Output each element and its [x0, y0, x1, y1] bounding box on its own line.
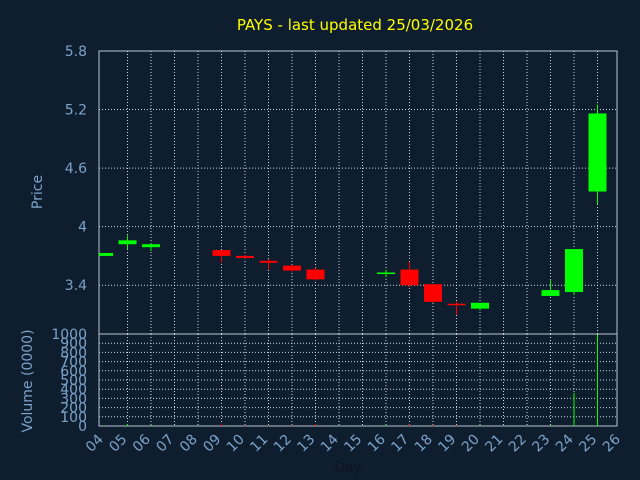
candle-body: [212, 250, 231, 256]
candle-body: [424, 284, 442, 302]
volume-grid: [99, 334, 617, 426]
volume-y-tick-label: 700: [60, 355, 87, 371]
chart-title: PAYS - last updated 25/03/2026: [237, 16, 473, 34]
price-y-tick-label: 5.8: [65, 44, 87, 60]
candle-19: [447, 301, 466, 315]
candle-body: [306, 269, 325, 280]
candle-body: [447, 303, 466, 306]
candle-body: [236, 255, 254, 258]
candle-body: [142, 244, 160, 248]
candle-04: [99, 253, 113, 256]
volume-y-tick-label: 600: [60, 364, 87, 380]
volume-y-tick-label: 300: [60, 391, 87, 407]
candle-18: [424, 284, 442, 303]
candle-body: [283, 265, 301, 271]
price-y-ticks: 5.8 5.2 4.6 4 3.4: [65, 44, 87, 294]
x-ticks: 04 05 06 07 08 09 10 11 12 13 14 15 16 17 18 19 20 21 22 23…: [83, 431, 624, 455]
candle-body: [377, 272, 395, 275]
volume-y-tick-label: 1000: [51, 327, 87, 343]
candle-body: [588, 113, 607, 192]
volume-axis-label: Volume (0000): [20, 329, 36, 432]
volume-y-tick-label: 200: [60, 401, 87, 417]
candle-16: [377, 269, 395, 278]
candle-body: [541, 290, 560, 296]
volume-y-tick-label: 0: [78, 419, 87, 435]
candle-12: [283, 264, 301, 272]
candle-06: [142, 243, 160, 252]
candle-body: [471, 302, 489, 309]
price-axis-label: Price: [30, 175, 46, 209]
price-y-tick-label: 4.6: [65, 161, 87, 177]
candle-body: [565, 249, 583, 293]
price-grid: [99, 51, 617, 334]
volume-y-tick-label: 100: [60, 410, 87, 426]
candle-24: [565, 249, 583, 295]
price-y-tick-label: 5.2: [65, 103, 87, 119]
volume-y-tick-label: 500: [60, 373, 87, 389]
candle-23: [541, 280, 560, 296]
candles: [99, 104, 607, 315]
volume-y-tick-label: 800: [60, 345, 87, 361]
volume-bars: [103, 334, 598, 426]
candle-25: [588, 104, 607, 205]
candle-05: [118, 235, 137, 250]
candle-body: [259, 260, 278, 263]
candle-body: [400, 269, 419, 286]
x-axis-label: Day: [334, 460, 362, 476]
candle-body: [118, 240, 137, 245]
candle-10: [236, 254, 254, 259]
candle-17: [400, 261, 419, 288]
volume-y-tick-label: 400: [60, 382, 87, 398]
candle-11: [259, 258, 278, 270]
price-y-tick-label: 4: [78, 220, 87, 236]
candle-09: [212, 250, 231, 263]
candle-13: [306, 267, 325, 281]
price-plot-area: [98, 50, 618, 335]
volume-y-tick-label: 900: [60, 336, 87, 352]
candle-20: [471, 302, 489, 311]
candle-body: [99, 253, 113, 256]
price-y-tick-label: 3.4: [65, 278, 87, 294]
